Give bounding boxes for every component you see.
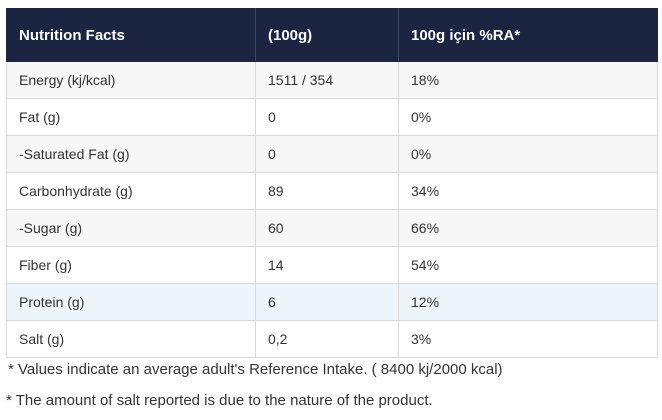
nutrient-ri-percent: 3% [398,320,658,358]
nutrient-ri-percent: 54% [398,246,658,284]
table-row: Fat (g) 0 0% [6,98,658,136]
nutrient-name: Carbonhydrate (g) [6,172,256,210]
table-row: Carbonhydrate (g) 89 34% [6,172,658,210]
nutrient-ri-percent: 0% [398,98,658,136]
nutrient-ri-percent: 34% [398,172,658,210]
table-row: Salt (g) 0,2 3% [6,320,658,358]
nutrient-amount: 0,2 [255,320,399,358]
header-per-100g: (100g) [255,8,399,62]
nutrient-amount: 60 [255,209,399,247]
nutrient-amount: 6 [255,283,399,321]
nutrient-ri-percent: 12% [398,283,658,321]
table-row: Energy (kj/kcal) 1511 / 354 18% [6,61,658,99]
nutrient-name: Fiber (g) [6,246,256,284]
nutrient-name: -Saturated Fat (g) [6,135,256,173]
nutrient-amount: 0 [255,135,399,173]
table-row-hovered: Protein (g) 6 12% [6,283,658,321]
table-row: -Sugar (g) 60 66% [6,209,658,247]
nutrient-ri-percent: 0% [398,135,658,173]
nutrient-amount: 89 [255,172,399,210]
nutrient-name: Energy (kj/kcal) [6,61,256,99]
nutrition-facts-table: Nutrition Facts (100g) 100g için %RA* En… [6,8,658,358]
nutrient-amount: 14 [255,246,399,284]
header-nutrition-facts: Nutrition Facts [6,8,256,62]
nutrient-name: Protein (g) [6,283,256,321]
reference-intake-note: * Values indicate an average adult's Ref… [8,361,503,378]
nutrient-name: -Sugar (g) [6,209,256,247]
nutrient-amount: 1511 / 354 [255,61,399,99]
nutrient-name: Fat (g) [6,98,256,136]
table-header-row: Nutrition Facts (100g) 100g için %RA* [6,8,658,62]
table-row: Fiber (g) 14 54% [6,246,658,284]
nutrient-ri-percent: 18% [398,61,658,99]
table-row: -Saturated Fat (g) 0 0% [6,135,658,173]
nutrient-name: Salt (g) [6,320,256,358]
header-reference-intake: 100g için %RA* [398,8,658,62]
salt-note: * The amount of salt reported is due to … [6,392,433,409]
nutrient-ri-percent: 66% [398,209,658,247]
nutrient-amount: 0 [255,98,399,136]
